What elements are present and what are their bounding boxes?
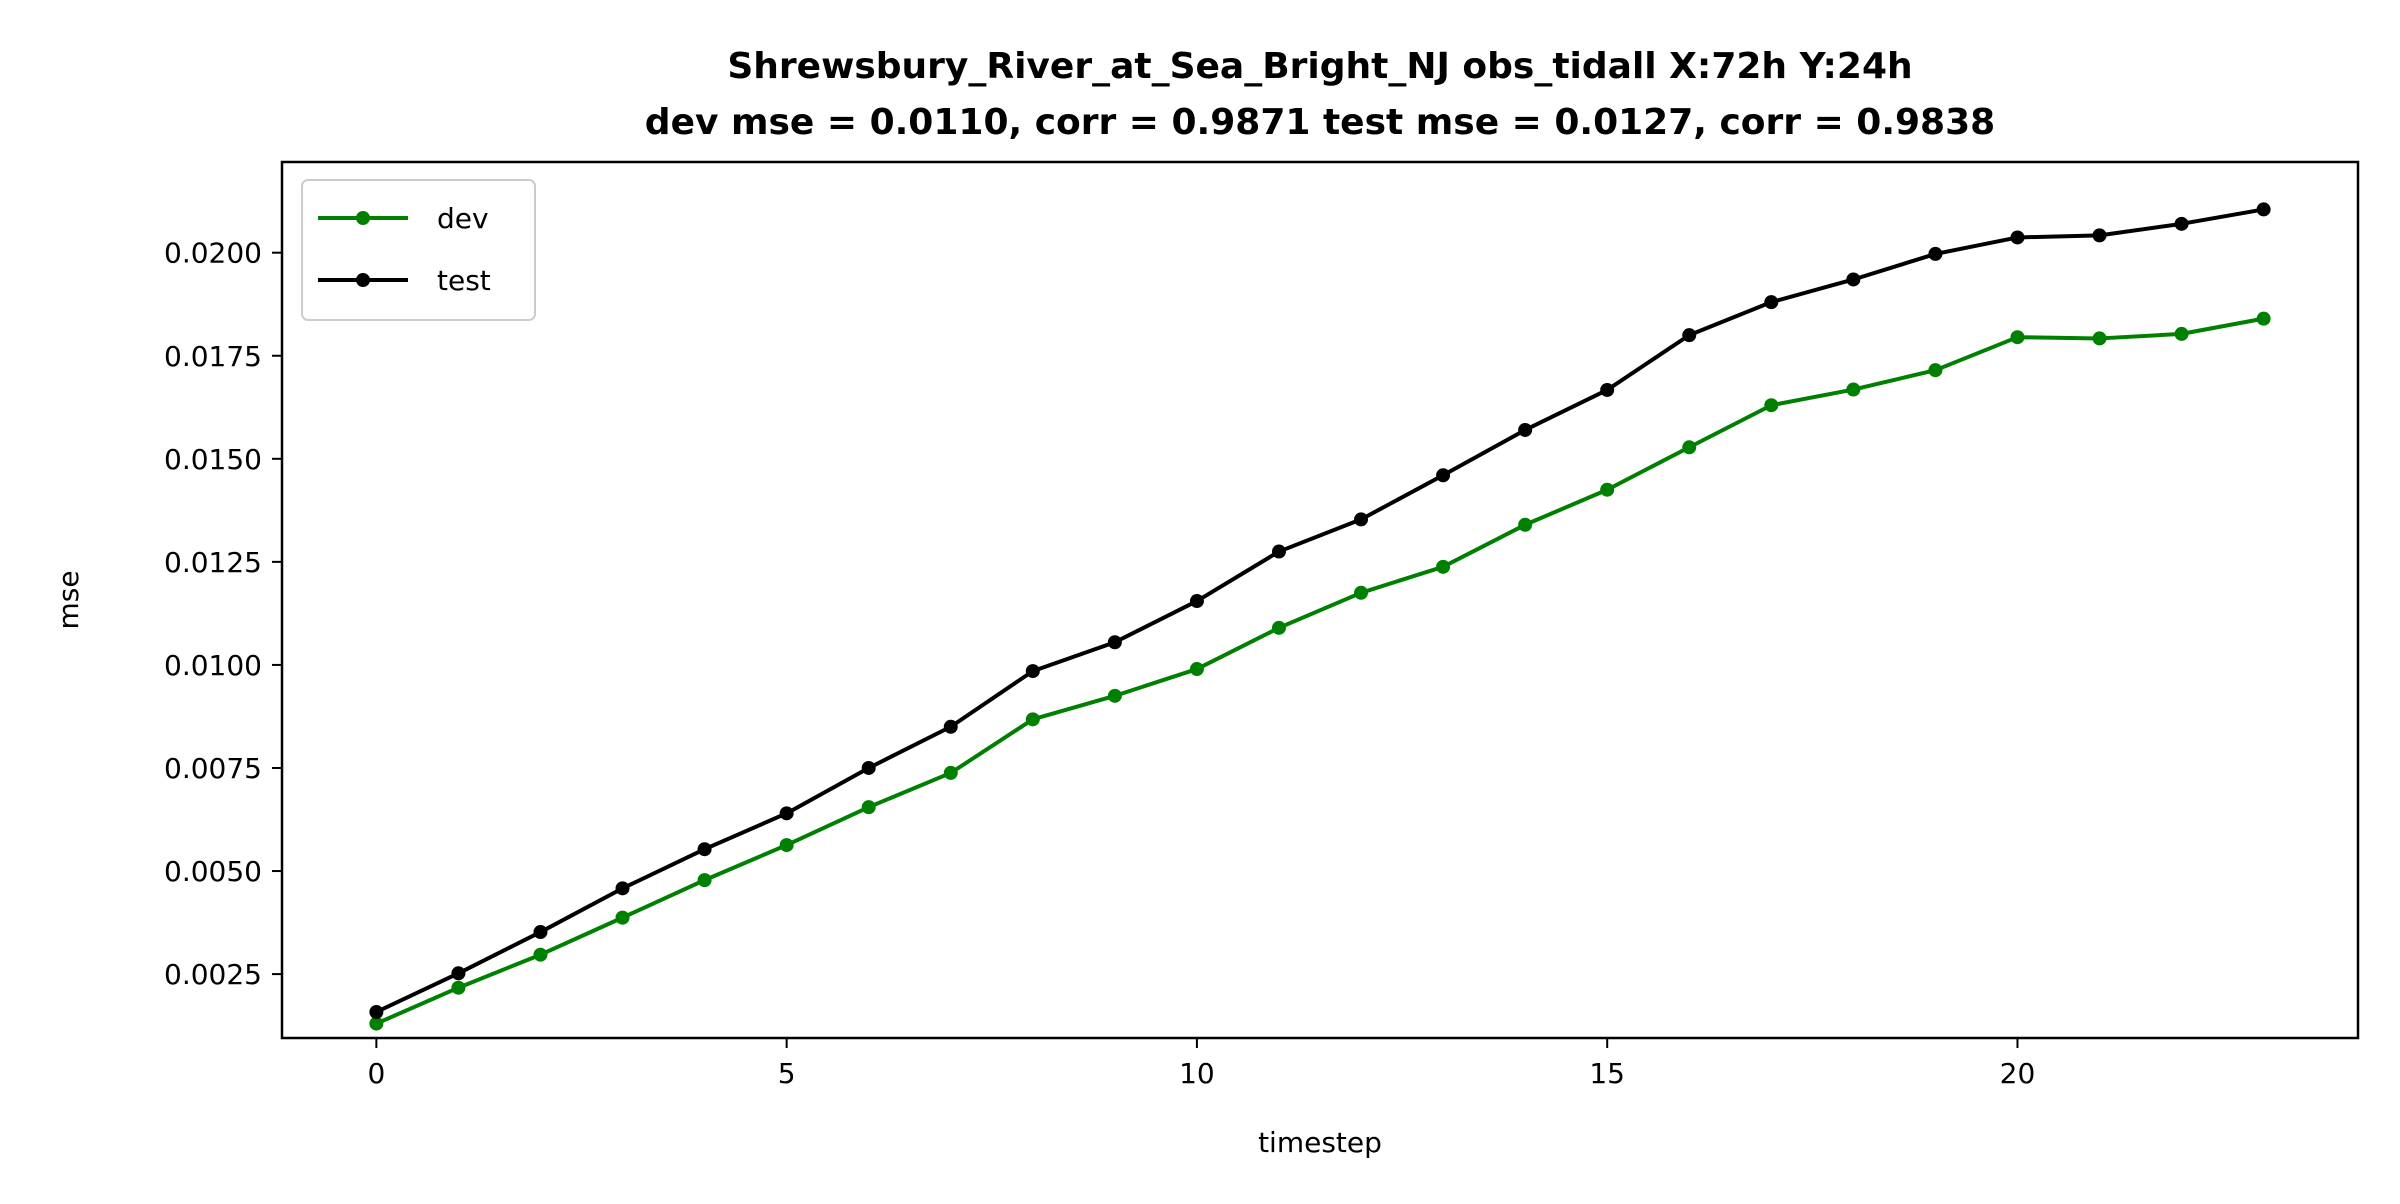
data-point-test xyxy=(1354,512,1369,527)
y-tick-label: 0.0050 xyxy=(164,855,262,888)
plot-area-frame xyxy=(280,160,2360,1040)
data-point-dev xyxy=(2256,311,2271,326)
x-axis: 0 5 10 15 20 xyxy=(367,1038,2035,1090)
series-test xyxy=(369,202,2271,1020)
data-point-dev xyxy=(943,765,958,780)
x-axis-label: timestep xyxy=(1258,1126,1382,1159)
data-point-dev xyxy=(1600,482,1615,497)
data-point-test xyxy=(533,925,548,940)
chart-title: Shrewsbury_River_at_Sea_Bright_NJ obs_ti… xyxy=(727,46,1912,87)
data-point-test xyxy=(1025,664,1040,679)
x-tick-label: 20 xyxy=(2000,1057,2036,1090)
data-point-test xyxy=(1928,246,1943,261)
y-tick-label: 0.0150 xyxy=(164,443,262,476)
data-point-test xyxy=(1682,328,1697,343)
data-point-dev xyxy=(697,873,712,888)
data-point-dev xyxy=(1354,585,1369,600)
series-line-dev xyxy=(374,316,2266,1026)
chart-subtitle: dev mse = 0.0110, corr = 0.9871 test mse… xyxy=(645,102,1995,143)
data-point-dev xyxy=(2092,331,2107,346)
data-point-test xyxy=(1189,594,1204,609)
data-point-dev xyxy=(1682,440,1697,455)
data-point-test xyxy=(1436,468,1451,483)
data-point-dev xyxy=(1928,363,1943,378)
y-tick-label: 0.0200 xyxy=(164,237,262,270)
data-point-test xyxy=(1271,544,1286,559)
data-point-test xyxy=(2092,228,2107,243)
legend-marker-dev xyxy=(356,211,370,225)
data-point-dev xyxy=(861,800,876,815)
data-point-test xyxy=(1107,635,1122,650)
legend-label-test: test xyxy=(437,264,491,297)
legend: dev test xyxy=(301,179,536,321)
data-point-dev xyxy=(1846,382,1861,397)
data-point-dev xyxy=(1025,712,1040,727)
data-point-test xyxy=(2256,202,2271,217)
data-point-dev xyxy=(1107,688,1122,703)
x-tick-label: 15 xyxy=(1589,1057,1625,1090)
data-point-test xyxy=(1518,422,1533,437)
data-point-test xyxy=(861,760,876,775)
data-point-test xyxy=(697,842,712,857)
data-point-test xyxy=(369,1005,384,1020)
data-point-dev xyxy=(369,1016,384,1031)
x-tick-label: 10 xyxy=(1179,1057,1215,1090)
data-point-dev xyxy=(615,910,630,925)
series-layer xyxy=(369,202,2271,1031)
data-point-dev xyxy=(2010,330,2025,345)
data-point-dev xyxy=(1189,662,1204,677)
y-tick-label: 0.0075 xyxy=(164,752,262,785)
series-dev xyxy=(369,311,2271,1031)
legend-label-dev: dev xyxy=(437,202,489,235)
data-point-test xyxy=(2174,216,2189,231)
data-point-dev xyxy=(2174,326,2189,341)
y-tick-label: 0.0100 xyxy=(164,649,262,682)
data-point-test xyxy=(451,966,466,981)
data-point-test xyxy=(779,806,794,821)
y-tick-label: 0.0125 xyxy=(164,546,262,579)
data-point-test xyxy=(1600,382,1615,397)
data-point-test xyxy=(943,719,958,734)
data-point-dev xyxy=(1436,559,1451,574)
data-point-test xyxy=(1846,272,1861,287)
y-axis-label: mse xyxy=(52,570,85,629)
data-point-dev xyxy=(1271,620,1286,635)
y-tick-label: 0.0025 xyxy=(164,958,262,991)
data-point-dev xyxy=(1518,517,1533,532)
legend-marker-test xyxy=(356,273,370,287)
series-line-test xyxy=(374,207,2266,1015)
data-point-test xyxy=(1764,295,1779,310)
y-axis: 0.0025 0.0050 0.0075 0.0100 0.0125 0.0150 0.01… xyxy=(164,237,282,991)
y-tick-label: 0.0175 xyxy=(164,340,262,373)
data-point-dev xyxy=(779,838,794,853)
data-point-dev xyxy=(1764,398,1779,413)
data-point-test xyxy=(615,881,630,896)
x-tick-label: 5 xyxy=(778,1057,796,1090)
x-tick-label: 0 xyxy=(367,1057,385,1090)
legend-box xyxy=(301,179,536,321)
data-point-dev xyxy=(451,980,466,995)
data-point-dev xyxy=(533,947,548,962)
data-point-test xyxy=(2010,230,2025,245)
